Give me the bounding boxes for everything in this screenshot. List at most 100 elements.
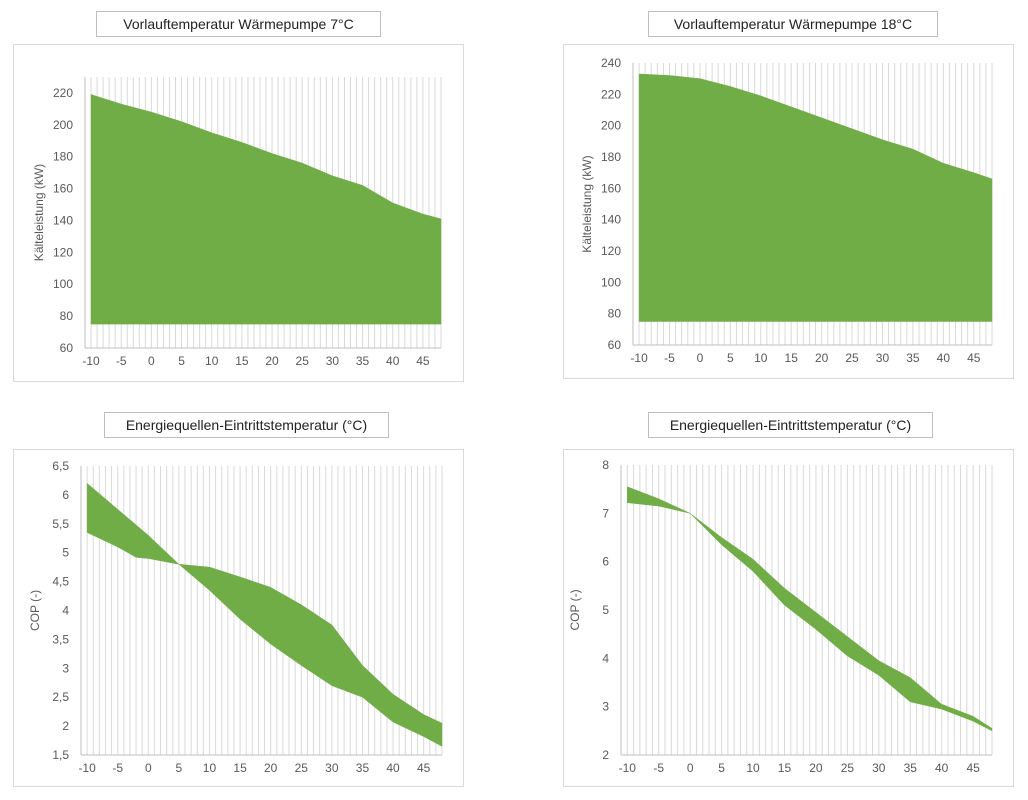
x-tick-label: 5 (727, 351, 734, 365)
y-tick-label: 200 (53, 118, 73, 132)
y-axis-title: COP (-) (28, 590, 42, 631)
x-tick-label: 45 (417, 761, 431, 775)
x-tick-label: 25 (841, 761, 855, 775)
y-tick-label: 3 (62, 661, 69, 675)
x-tick-label: 15 (785, 351, 799, 365)
y-tick-label: 80 (608, 307, 622, 321)
area-band (90, 94, 442, 325)
y-tick-label: 2 (602, 748, 609, 762)
x-tick-label: 15 (778, 761, 792, 775)
x-tick-label: 40 (386, 354, 400, 368)
x-tick-label: -10 (82, 354, 100, 368)
y-tick-label: 120 (53, 245, 73, 259)
x-tick-label: 20 (809, 761, 823, 775)
x-tick-label: 20 (264, 761, 278, 775)
y-tick-label: 7 (602, 506, 609, 520)
x-tick-label: 35 (356, 354, 370, 368)
x-tick-label: -5 (116, 354, 127, 368)
y-tick-label: 6 (602, 555, 609, 569)
x-tick-label: 25 (295, 761, 309, 775)
chart-title-4: Energiequellen-Eintrittstemperatur (°C) (648, 412, 933, 438)
y-axis-title: COP (-) (568, 589, 582, 630)
y-tick-label: 2 (62, 719, 69, 733)
x-tick-label: 10 (205, 354, 219, 368)
y-tick-label: 60 (608, 338, 622, 352)
y-tick-label: 1,5 (52, 748, 69, 762)
x-tick-label: 5 (718, 761, 725, 775)
y-tick-label: 180 (601, 150, 621, 164)
x-tick-label: 45 (967, 351, 981, 365)
x-tick-label: 0 (148, 354, 155, 368)
y-tick-label: 80 (60, 309, 74, 323)
y-tick-label: 100 (53, 277, 73, 291)
chart-panel-4: 2 3 4 5 6 7 8 -10 -5 0 5 10 15 20 25 30 35 40 45 COP (-) (563, 449, 1014, 787)
y-tick-label: 4 (62, 604, 69, 618)
y-tick-label: 60 (60, 341, 74, 355)
y-tick-label: 180 (53, 150, 73, 164)
x-tick-label: 30 (325, 761, 339, 775)
y-tick-label: 100 (601, 275, 621, 289)
x-tick-label: -10 (619, 761, 637, 775)
x-tick-label: 0 (697, 351, 704, 365)
x-tick-label: 30 (326, 354, 340, 368)
x-tick-label: 25 (845, 351, 859, 365)
x-tick-label: -5 (112, 761, 123, 775)
x-tick-label: 20 (815, 351, 829, 365)
x-tick-label: -5 (664, 351, 675, 365)
y-tick-label: 160 (53, 182, 73, 196)
y-tick-label: 120 (601, 244, 621, 258)
x-tick-label: 40 (386, 761, 400, 775)
x-tick-label: 40 (937, 351, 951, 365)
x-tick-label: -5 (653, 761, 664, 775)
y-tick-label: 3,5 (52, 632, 69, 646)
x-tick-label: -10 (630, 351, 648, 365)
area-band (638, 73, 993, 322)
chart-title-1: Vorlauftemperatur Wärmepumpe 7°C (96, 11, 381, 37)
y-tick-label: 140 (53, 213, 73, 227)
x-tick-label: 20 (265, 354, 279, 368)
x-tick-label: 40 (935, 761, 949, 775)
y-tick-label: 240 (601, 56, 621, 70)
x-tick-label: 0 (145, 761, 152, 775)
x-tick-label: 15 (235, 354, 249, 368)
gridlines (626, 465, 993, 755)
chart-panel-2: 60 80 100 120 140 160 180 200 220 240 -10 -5 0 5 10 15 2… (563, 44, 1014, 379)
y-tick-label: 5 (62, 546, 69, 560)
chart-panel-3: 1,5 2 2,5 3 3,5 4 4,5 5 5,5 6 6,5 -10 -5 0 5 10 15 20 25 30… (13, 449, 464, 787)
chart-svg-1: 60 80 100 120 140 160 180 200 220 -10 -5 0 5 10 15 20 25… (32, 77, 442, 368)
y-tick-label: 5,5 (52, 517, 69, 531)
y-tick-label: 4 (602, 651, 609, 665)
y-tick-label: 200 (601, 119, 621, 133)
y-tick-label: 220 (601, 87, 621, 101)
x-tick-label: 0 (687, 761, 694, 775)
y-tick-label: 8 (602, 458, 609, 472)
y-tick-label: 3 (602, 700, 609, 714)
x-tick-label: 15 (233, 761, 247, 775)
y-axis-title: Kälteleistung (kW) (32, 164, 46, 261)
x-tick-label: 10 (203, 761, 217, 775)
x-tick-label: 30 (876, 351, 890, 365)
chart-title-3: Energiequellen-Eintrittstemperatur (°C) (104, 412, 389, 438)
x-tick-label: 5 (178, 354, 185, 368)
area-band (627, 486, 993, 732)
y-tick-label: 4,5 (52, 575, 69, 589)
x-tick-label: 10 (754, 351, 768, 365)
area-band (86, 482, 443, 747)
y-tick-label: 5 (602, 603, 609, 617)
x-tick-label: 35 (906, 351, 920, 365)
x-tick-label: 25 (296, 354, 310, 368)
x-tick-label: 45 (966, 761, 980, 775)
y-tick-label: 160 (601, 181, 621, 195)
y-tick-label: 140 (601, 213, 621, 227)
x-tick-label: 30 (872, 761, 886, 775)
chart-svg-2: 60 80 100 120 140 160 180 200 220 240 -10 -5 0 5 10 15 2… (580, 56, 993, 365)
x-tick-label: 35 (356, 761, 370, 775)
chart-panel-1: 60 80 100 120 140 160 180 200 220 -10 -5 0 5 10 15 20 25… (13, 44, 464, 382)
y-tick-label: 2,5 (52, 690, 69, 704)
x-tick-label: 35 (904, 761, 918, 775)
x-tick-label: 5 (176, 761, 183, 775)
x-tick-label: 45 (416, 354, 430, 368)
y-tick-label: 6,5 (52, 459, 69, 473)
chart-title-2: Vorlauftemperatur Wärmepumpe 18°C (648, 11, 938, 37)
